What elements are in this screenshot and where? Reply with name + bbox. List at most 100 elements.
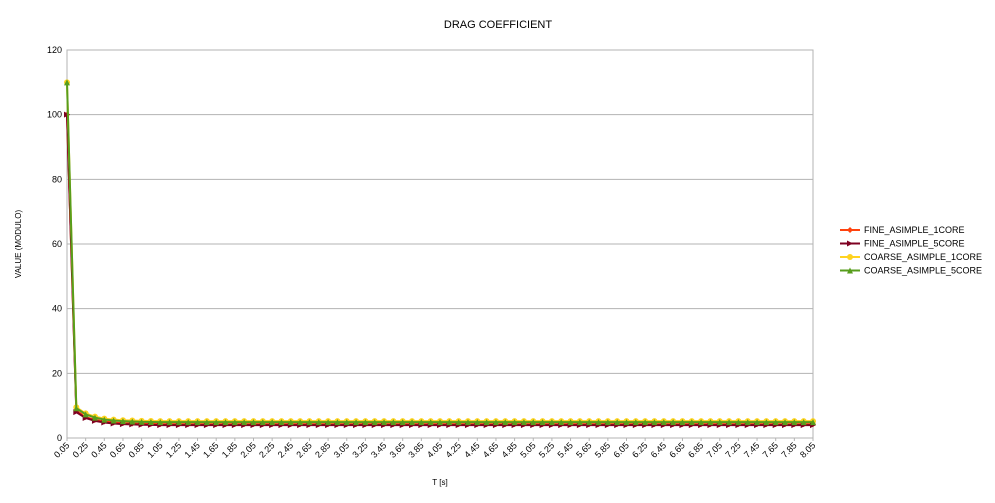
data-point bbox=[604, 419, 611, 426]
legend-marker bbox=[847, 254, 853, 260]
data-point bbox=[548, 419, 555, 426]
data-point bbox=[586, 419, 593, 426]
x-tick-label: 7.45 bbox=[742, 440, 761, 459]
data-point bbox=[810, 419, 816, 426]
legend: FINE_ASIMPLE_1CORE FINE_ASIMPLE_5CORE COAR… bbox=[840, 225, 982, 276]
legend-label: COARSE_ASIMPLE_1CORE bbox=[864, 252, 982, 262]
x-axis-title: T [s] bbox=[432, 478, 447, 487]
data-point bbox=[185, 419, 192, 426]
data-point bbox=[772, 419, 779, 426]
data-point bbox=[399, 419, 406, 426]
data-point bbox=[213, 419, 220, 426]
data-point bbox=[362, 419, 369, 426]
series-line bbox=[66, 114, 813, 427]
legend-marker bbox=[847, 240, 853, 247]
x-tick-label: 3.05 bbox=[332, 440, 351, 459]
x-tick-label: 1.05 bbox=[145, 440, 164, 459]
data-point bbox=[353, 419, 360, 426]
x-tick-label: 5.65 bbox=[574, 440, 593, 459]
data-point bbox=[110, 417, 117, 424]
data-point bbox=[166, 419, 173, 426]
y-axis-tick-labels: 0 20 40 60 80 100 120 bbox=[47, 45, 62, 443]
data-point bbox=[800, 419, 807, 426]
data-point bbox=[632, 419, 639, 426]
x-tick-label: 7.25 bbox=[723, 440, 742, 459]
data-point bbox=[231, 419, 238, 426]
data-point bbox=[670, 419, 677, 426]
data-point bbox=[558, 419, 565, 426]
data-point bbox=[371, 419, 378, 426]
data-point bbox=[138, 418, 145, 425]
data-point bbox=[259, 419, 266, 426]
series-coarse-asimple-5core bbox=[64, 79, 816, 426]
data-point bbox=[381, 419, 388, 426]
data-point bbox=[492, 419, 499, 426]
data-point bbox=[567, 419, 574, 426]
data-point bbox=[782, 419, 789, 426]
y-tick-label: 20 bbox=[52, 368, 62, 378]
data-point bbox=[688, 419, 695, 426]
grid-lines bbox=[67, 49, 813, 439]
x-tick-label: 1.65 bbox=[201, 440, 220, 459]
legend-item: COARSE_ASIMPLE_5CORE bbox=[840, 266, 982, 276]
data-point bbox=[390, 419, 397, 426]
y-tick-label: 120 bbox=[47, 45, 62, 55]
data-point bbox=[418, 419, 425, 426]
data-point bbox=[194, 419, 201, 426]
data-point bbox=[651, 419, 658, 426]
data-point bbox=[511, 419, 518, 426]
data-point bbox=[446, 419, 453, 426]
data-point bbox=[754, 419, 761, 426]
data-point bbox=[474, 419, 481, 426]
x-tick-label: 5.05 bbox=[518, 440, 537, 459]
data-point bbox=[222, 419, 229, 426]
legend-marker bbox=[847, 227, 853, 233]
y-tick-label: 100 bbox=[47, 110, 62, 120]
data-point bbox=[744, 419, 751, 426]
x-tick-label: 8.05 bbox=[798, 440, 817, 459]
legend-label: COARSE_ASIMPLE_5CORE bbox=[864, 266, 982, 276]
legend-label: FINE_ASIMPLE_5CORE bbox=[864, 239, 965, 249]
chart-title: DRAG COEFFICIENT bbox=[444, 19, 552, 31]
x-tick-label: 4.85 bbox=[500, 440, 519, 459]
data-point bbox=[129, 418, 136, 425]
x-tick-label: 6.85 bbox=[686, 440, 705, 459]
data-point bbox=[241, 419, 248, 426]
data-point bbox=[409, 419, 416, 426]
x-tick-label: 4.65 bbox=[481, 440, 500, 459]
series-coarse-asimple-1core bbox=[64, 79, 816, 425]
y-axis-title: VALUE (MODULO) bbox=[14, 210, 23, 279]
data-point bbox=[306, 419, 313, 426]
x-tick-label: 0.05 bbox=[52, 440, 71, 459]
data-point bbox=[707, 419, 714, 426]
y-tick-label: 40 bbox=[52, 304, 62, 314]
data-point bbox=[763, 419, 770, 426]
data-point bbox=[437, 419, 443, 426]
data-point bbox=[502, 419, 509, 426]
data-point bbox=[530, 419, 537, 426]
data-point bbox=[119, 418, 126, 425]
data-point bbox=[576, 419, 583, 426]
legend-item: FINE_ASIMPLE_1CORE bbox=[840, 225, 965, 235]
x-tick-label: 3.65 bbox=[388, 440, 407, 459]
data-point bbox=[483, 419, 490, 426]
x-tick-label: 5.45 bbox=[555, 440, 574, 459]
x-tick-label: 6.25 bbox=[630, 440, 649, 459]
x-tick-label: 2.65 bbox=[294, 440, 313, 459]
legend-label: FINE_ASIMPLE_1CORE bbox=[864, 225, 965, 235]
data-point bbox=[334, 419, 341, 426]
x-tick-label: 4.25 bbox=[444, 440, 463, 459]
data-point bbox=[203, 419, 210, 426]
data-point bbox=[287, 419, 294, 426]
data-point bbox=[297, 419, 304, 426]
data-point bbox=[343, 419, 350, 426]
data-point bbox=[539, 419, 546, 426]
data-point bbox=[64, 79, 70, 86]
data-point bbox=[679, 419, 686, 426]
data-point bbox=[269, 419, 276, 426]
series-lines bbox=[64, 79, 816, 429]
y-tick-label: 0 bbox=[57, 433, 62, 443]
x-tick-label: 6.45 bbox=[649, 440, 668, 459]
